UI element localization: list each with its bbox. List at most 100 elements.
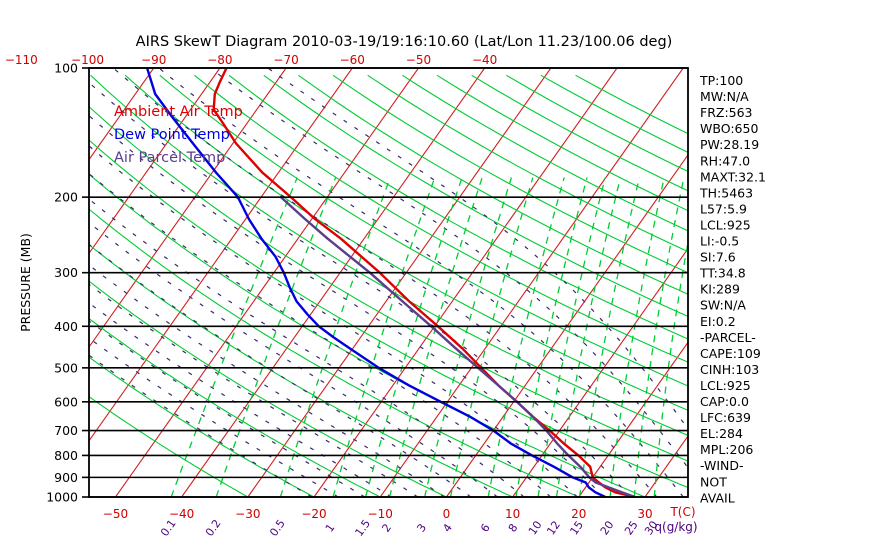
moist-adiabat-line: [89, 198, 525, 497]
legend-dewpoint: Dew Point Temp: [114, 127, 230, 143]
legend-parcel: Air Parcel Temp: [114, 150, 225, 166]
chart-title: AIRS SkewT Diagram 2010-03-19/19:16:10.6…: [136, 34, 673, 50]
grid-group: [89, 68, 870, 497]
top-temp-tick: −60: [340, 53, 365, 67]
mixing-ratio-line: [515, 177, 588, 497]
mixing-ratio-line: [537, 177, 606, 497]
isotherm-line: [844, 68, 870, 497]
mixing-ratio-line: [449, 177, 534, 497]
moist-adiabat-line: [89, 114, 605, 497]
stat-line: TH:5463: [699, 185, 753, 200]
bottom-temp-tick: −40: [169, 507, 194, 521]
moist-adiabat-line: [89, 354, 313, 497]
top-temp-tick: −90: [141, 53, 166, 67]
stat-line: NOT: [700, 474, 727, 489]
mixing-ratio-line: [487, 177, 565, 497]
dry-adiabat-line: [89, 280, 447, 497]
stat-line: LCL:925: [700, 378, 751, 393]
stat-line: -PARCEL-: [700, 330, 756, 345]
bottom-temp-tick: −50: [103, 507, 128, 521]
isotherm-line: [89, 68, 155, 161]
top-temp-tick: −100: [71, 53, 104, 67]
top-temp-tick: −50: [406, 53, 431, 67]
stat-line: LFC:639: [700, 410, 751, 425]
dry-adiabat-line: [89, 356, 315, 497]
stat-line: AVAIL: [700, 490, 735, 505]
mixing-ratio-tick: 3: [414, 521, 429, 534]
bottom-temp-tick: −30: [235, 507, 260, 521]
stat-line: TP:100: [699, 73, 743, 88]
dry-adiabat-line: [89, 139, 688, 489]
stat-line: LCL:925: [700, 217, 751, 232]
mixing-ratio-tick: 20: [598, 519, 617, 538]
plot-frame: [88, 67, 689, 498]
isotherm-line: [445, 153, 688, 497]
pressure-tick-label: 100: [54, 61, 78, 76]
legend-ambient: Ambient Air Temp: [114, 104, 243, 120]
isotherm-line: [181, 68, 486, 497]
mixing-ratio-tick: 12: [544, 519, 563, 538]
isotherm-line: [379, 68, 684, 497]
moist-adiabat-line: [112, 68, 658, 497]
series-ambient-line: [212, 68, 637, 497]
stat-line: CINH:103: [700, 362, 759, 377]
pressure-tick-label: 700: [54, 423, 78, 438]
data-group: [145, 68, 637, 497]
pressure-tick-label: 800: [54, 448, 78, 463]
dry-adiabat-line: [436, 74, 688, 212]
dry-adiabat-line: [332, 74, 688, 274]
dry-adiabat-line: [228, 74, 688, 340]
mixing-ratio-tick: 1: [323, 521, 338, 534]
mixing-ratio-line: [653, 238, 688, 497]
mixing-ratio-line: [279, 177, 391, 497]
moist-adiabat-line: [158, 68, 684, 497]
stat-line: SI:7.6: [700, 250, 736, 265]
moist-adiabat-line: [89, 81, 631, 497]
stat-line: MPL:206: [700, 442, 753, 457]
isotherm-line: [313, 68, 618, 497]
isotherm-line: [512, 247, 688, 497]
stat-line: L57:5.9: [700, 201, 747, 216]
stat-line: PW:28.19: [700, 137, 759, 152]
top-temp-tick: −80: [207, 53, 232, 67]
dry-adiabat-line: [263, 74, 688, 318]
pressure-tick-label: 200: [54, 190, 78, 205]
isotherm-line: [89, 68, 287, 349]
isotherm-line: [777, 68, 870, 497]
mixing-ratio-line: [633, 177, 685, 497]
isotherm-line: [115, 68, 419, 497]
dry-adiabat-line: [90, 74, 688, 436]
stat-line: FRZ:563: [700, 105, 753, 120]
mixing-ratio-tick: 15: [567, 519, 586, 538]
pressure-tick-label: 1000: [46, 490, 78, 505]
stat-line: CAPE:109: [700, 346, 761, 361]
mixing-ratio-tick: 6: [478, 521, 493, 534]
dry-adiabat-line: [89, 317, 381, 497]
pressure-tick-label: 300: [54, 265, 78, 280]
mixing-ratio-line: [170, 177, 298, 497]
moist-adiabat-line: [89, 264, 445, 497]
dry-adiabat-line: [402, 74, 688, 232]
isotherm-line: [89, 68, 353, 442]
mixing-ratio-line: [388, 177, 483, 497]
mixing-ratio-tick: 2: [379, 521, 394, 534]
mixing-ratio-tick: 0.2: [203, 517, 224, 539]
pressure-axis-label: PRESSURE (MB): [18, 233, 33, 332]
top-temp-tick: −110: [5, 53, 38, 67]
stat-line: TT:34.8: [699, 266, 746, 281]
mixing-axis-label: q(g/kg): [654, 520, 697, 534]
dry-adiabat-line: [159, 74, 688, 387]
mixing-ratio-line: [424, 177, 513, 497]
mixing-ratio-line: [609, 177, 665, 497]
mixing-ratio-tick: 0.5: [267, 517, 288, 539]
mixing-ratio-tick: 4: [440, 521, 455, 534]
series-dewpoint-line: [145, 68, 607, 497]
stat-line: WBO:650: [700, 121, 758, 136]
pressure-tick-label: 900: [54, 470, 78, 485]
moist-adiabat-line: [209, 68, 688, 469]
mixing-ratio-tick: 25: [622, 519, 641, 538]
stat-line: SW:N/A: [700, 298, 746, 313]
stat-line: MW:N/A: [700, 89, 749, 104]
